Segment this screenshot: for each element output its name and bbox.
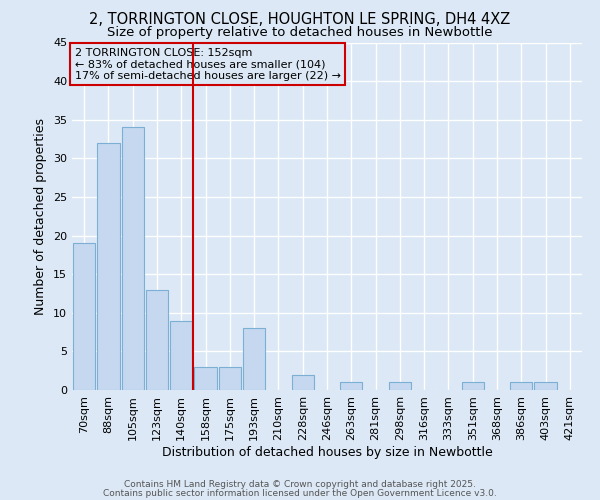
- Bar: [292, 374, 314, 390]
- Bar: [146, 290, 168, 390]
- Bar: [461, 382, 484, 390]
- Bar: [194, 367, 217, 390]
- Bar: [340, 382, 362, 390]
- Bar: [510, 382, 532, 390]
- Bar: [122, 128, 144, 390]
- Text: Contains HM Land Registry data © Crown copyright and database right 2025.: Contains HM Land Registry data © Crown c…: [124, 480, 476, 489]
- Y-axis label: Number of detached properties: Number of detached properties: [34, 118, 47, 315]
- Bar: [243, 328, 265, 390]
- Text: Contains public sector information licensed under the Open Government Licence v3: Contains public sector information licen…: [103, 488, 497, 498]
- Text: Size of property relative to detached houses in Newbottle: Size of property relative to detached ho…: [107, 26, 493, 39]
- Bar: [97, 143, 119, 390]
- Bar: [218, 367, 241, 390]
- Bar: [389, 382, 411, 390]
- Text: 2 TORRINGTON CLOSE: 152sqm
← 83% of detached houses are smaller (104)
17% of sem: 2 TORRINGTON CLOSE: 152sqm ← 83% of deta…: [74, 48, 341, 81]
- X-axis label: Distribution of detached houses by size in Newbottle: Distribution of detached houses by size …: [161, 446, 493, 458]
- Bar: [535, 382, 557, 390]
- Bar: [73, 244, 95, 390]
- Bar: [170, 320, 193, 390]
- Text: 2, TORRINGTON CLOSE, HOUGHTON LE SPRING, DH4 4XZ: 2, TORRINGTON CLOSE, HOUGHTON LE SPRING,…: [89, 12, 511, 28]
